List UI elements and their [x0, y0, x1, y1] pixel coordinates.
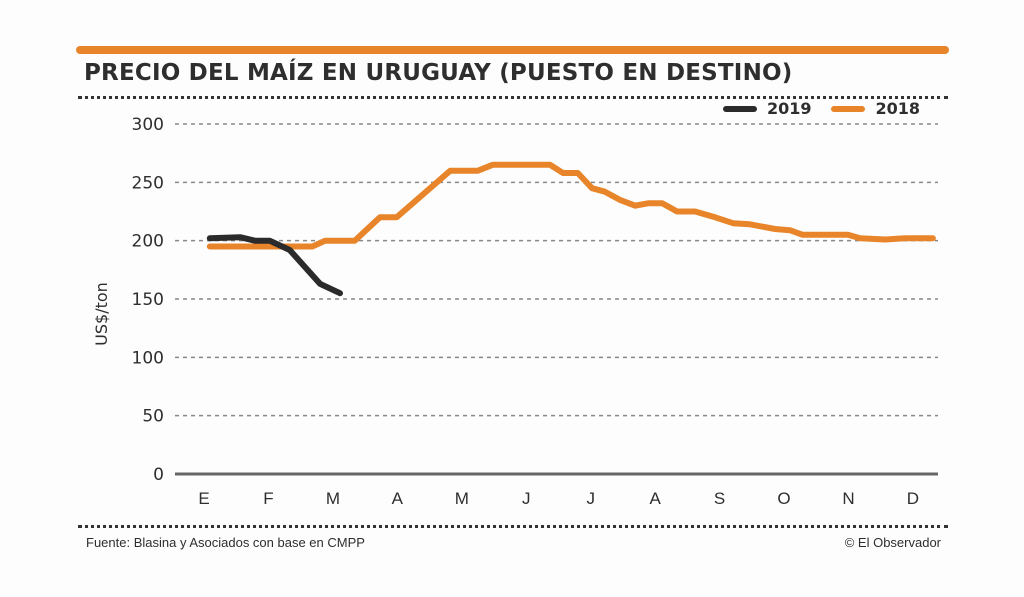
x-tick-label: D	[907, 489, 919, 508]
series-line-2018	[206, 161, 936, 250]
legend-label-2019: 2019	[766, 99, 812, 118]
x-tick-label: S	[714, 489, 725, 508]
source-note: Fuente: Blasina y Asociados con base en …	[86, 535, 365, 550]
x-tick-label: M	[326, 489, 340, 508]
y-tick-labels: 0 50 100 150 200 250 300	[132, 115, 164, 485]
x-tick-label: A	[649, 489, 661, 508]
y-tick-label: 100	[132, 348, 164, 368]
x-tick-label: J	[522, 489, 531, 508]
y-tick-label: 250	[132, 173, 164, 193]
title-divider	[78, 96, 948, 99]
legend-swatch-2019	[722, 105, 757, 112]
grid	[175, 123, 938, 417]
legend-item-2019: 2019	[722, 99, 812, 118]
legend-swatch-2018	[831, 105, 866, 112]
y-axis-label: US$/ton	[92, 282, 111, 346]
y-tick-label: 300	[132, 115, 164, 135]
legend-label-2018: 2018	[875, 99, 920, 118]
x-tick-label: F	[263, 489, 273, 508]
chart-title: PRECIO DEL MAÍZ EN URUGUAY (PUESTO EN DE…	[84, 60, 793, 86]
legend-item-2018: 2018	[831, 99, 920, 118]
legend: 2019 2018	[703, 99, 920, 118]
x-tick-label: J	[586, 489, 595, 508]
x-tick-label: O	[777, 489, 790, 508]
footer-divider	[78, 525, 948, 528]
series-group	[206, 161, 936, 297]
x-tick-label: A	[392, 489, 404, 508]
x-tick-label: E	[198, 489, 209, 508]
series-line-2019	[206, 234, 343, 297]
credit-note: © El Observador	[844, 535, 941, 550]
x-tick-label: N	[842, 489, 854, 508]
accent-top-bar	[76, 46, 949, 54]
y-tick-label: 0	[153, 465, 164, 485]
y-tick-label: 50	[142, 407, 164, 427]
y-tick-label: 200	[132, 232, 164, 252]
x-tick-label: M	[455, 489, 469, 508]
y-tick-label: 150	[132, 290, 164, 310]
